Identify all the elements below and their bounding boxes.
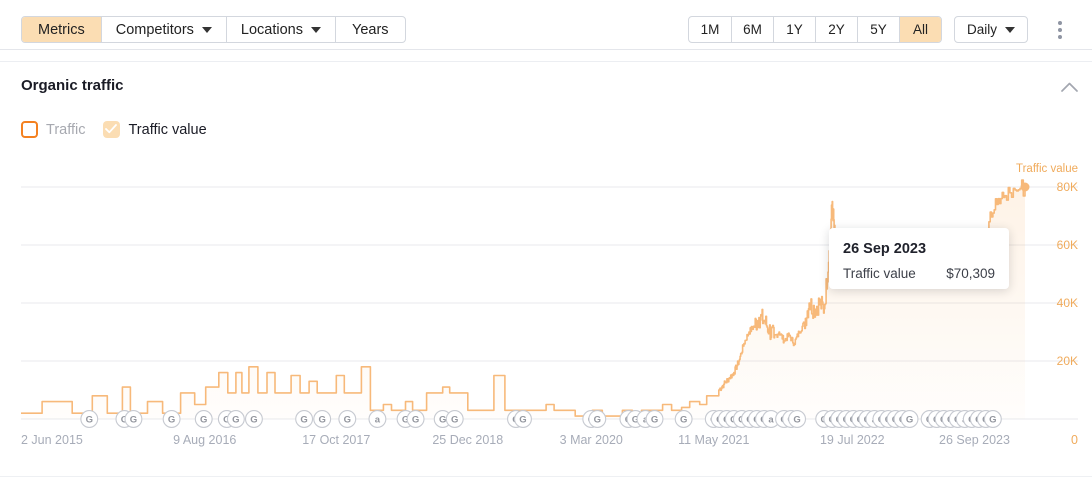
svg-text:G: G [412, 415, 419, 426]
svg-text:60K: 60K [1057, 238, 1078, 252]
svg-text:11 May 2021: 11 May 2021 [678, 433, 749, 447]
svg-text:G: G [319, 415, 326, 426]
svg-text:G: G [168, 415, 175, 426]
svg-text:G: G [906, 415, 913, 426]
svg-text:G: G [439, 415, 446, 426]
svg-text:9 Aug 2016: 9 Aug 2016 [173, 433, 236, 447]
svg-text:G: G [200, 415, 207, 426]
svg-text:17 Oct 2017: 17 Oct 2017 [302, 433, 370, 447]
svg-text:G: G [451, 415, 458, 426]
svg-text:26 Sep 2023: 26 Sep 2023 [939, 433, 1010, 447]
svg-text:G: G [680, 415, 687, 426]
svg-text:3 Mar 2020: 3 Mar 2020 [560, 433, 623, 447]
svg-text:G: G [594, 415, 601, 426]
svg-text:G: G [130, 415, 137, 426]
svg-text:G: G [793, 415, 800, 426]
svg-text:G: G [651, 415, 658, 426]
svg-text:25 Dec 2018: 25 Dec 2018 [432, 433, 503, 447]
svg-text:19 Jul 2022: 19 Jul 2022 [820, 433, 885, 447]
svg-text:G: G [250, 415, 257, 426]
svg-text:G: G [344, 415, 351, 426]
svg-text:G: G [300, 415, 307, 426]
svg-text:80K: 80K [1057, 180, 1078, 194]
svg-text:a: a [375, 415, 381, 426]
svg-text:20K: 20K [1057, 354, 1078, 368]
svg-text:G: G [989, 415, 996, 426]
svg-text:2 Jun 2015: 2 Jun 2015 [21, 433, 83, 447]
svg-text:Traffic value: Traffic value [1016, 163, 1078, 175]
svg-text:G: G [232, 415, 239, 426]
svg-text:a: a [768, 415, 774, 426]
svg-text:G: G [86, 415, 93, 426]
svg-text:G: G [519, 415, 526, 426]
svg-text:0: 0 [1071, 433, 1078, 447]
svg-text:40K: 40K [1057, 296, 1078, 310]
